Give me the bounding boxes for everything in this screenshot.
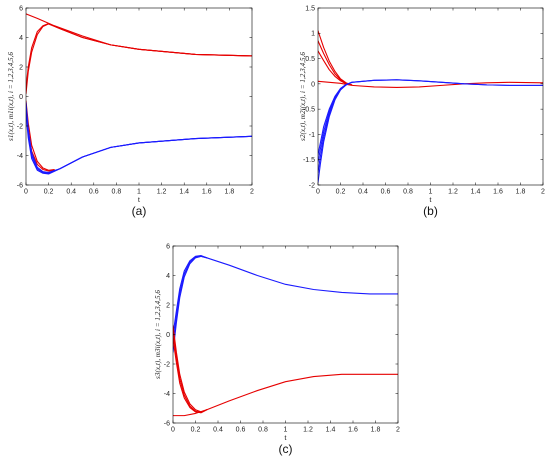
x-tick-label: 0.8 [112, 189, 122, 196]
y-tick-label: -1 [309, 132, 315, 139]
panel-a: 0 0.2 0.4 0.6 0.8 1 1.2 1.4 1.6 1.8 2 -6 -4 -2 0 2 4 6 t s1… [7, 5, 254, 218]
series-line-7 [26, 107, 252, 174]
x-tick-label: 0.6 [89, 189, 99, 196]
x-tick-label: 2 [541, 189, 545, 196]
series-line-1 [173, 255, 398, 353]
x-tick-label: 1.4 [326, 427, 336, 434]
y-tick-label: -2 [17, 123, 23, 130]
series-line-4 [173, 373, 398, 417]
y-tick-label: 6 [19, 5, 23, 12]
x-tick-label: 1.2 [448, 189, 458, 196]
x-tick-label: 0.2 [44, 189, 54, 196]
panel-caption: (a) [132, 204, 147, 218]
y-tick-label: -4 [164, 391, 170, 398]
y-tick-label: 2 [166, 302, 170, 309]
series-group [318, 30, 543, 184]
y-tick-label: -0.5 [303, 107, 315, 114]
axes-frame [317, 7, 544, 186]
series-group [26, 13, 252, 175]
axes-frame [25, 7, 253, 186]
series-line-3 [173, 255, 208, 336]
axes-frame [172, 245, 399, 424]
y-tick-label: 1 [311, 31, 315, 38]
x-tick-label: 1.2 [303, 427, 313, 434]
y-axis-label: s2(x,t), m2i(x,t), i = 1,2,3,4,5,6 [299, 52, 307, 141]
panel-caption: (b) [423, 204, 438, 218]
x-tick-label: 1.4 [471, 189, 481, 196]
x-tick-label: 0.6 [236, 427, 246, 434]
series-line-6 [318, 79, 543, 173]
y-axis-label: s1(x,t), m1i(x,t), i = 1,2,3,4,5,6 [7, 52, 15, 141]
series-line-8 [26, 113, 252, 175]
panel-c: 0 0.2 0.4 0.6 0.8 1 1.2 1.4 1.6 1.8 2 -6 -4 -2 0 2 4 6 t s3… [154, 243, 400, 456]
x-tick-label: 1 [284, 427, 288, 434]
y-tick-label: 0 [311, 81, 315, 88]
x-tick-label: 0.8 [403, 189, 413, 196]
x-axis-label: t [138, 195, 141, 204]
x-tick-label: 0.6 [381, 189, 391, 196]
y-tick-label: 6 [166, 243, 170, 250]
y-tick-label: -6 [17, 182, 23, 189]
x-tick-label: 1 [137, 189, 141, 196]
y-tick-label: 4 [166, 273, 170, 280]
x-tick-label: 2 [396, 427, 400, 434]
y-tick-label: 0.5 [305, 56, 315, 63]
x-axis-label: t [429, 195, 432, 204]
x-tick-label: 1.2 [157, 189, 167, 196]
x-tick-label: 1.6 [202, 189, 212, 196]
y-tick-label: 0 [166, 332, 170, 339]
x-tick-label: 0.2 [336, 189, 346, 196]
x-axis-label: t [284, 433, 287, 442]
y-tick-label: 2 [19, 64, 23, 71]
y-tick-label: 4 [19, 35, 23, 42]
x-tick-label: 0.4 [358, 189, 368, 196]
series-line-7 [318, 81, 353, 163]
x-tick-label: 1.6 [493, 189, 503, 196]
y-tick-label: -4 [17, 153, 23, 160]
x-tick-label: 0.8 [258, 427, 268, 434]
y-axis-label: s3(x,t), m3i(x,t), i = 1,2,3,4,5,6 [154, 290, 162, 379]
x-tick-label: 0 [316, 189, 320, 196]
series-line-7 [173, 338, 208, 414]
y-tick-label: -2 [309, 182, 315, 189]
x-tick-label: 0.2 [191, 427, 201, 434]
y-tick-label: -6 [164, 420, 170, 427]
y-tick-label: 0 [19, 94, 23, 101]
series-line-5 [318, 79, 543, 184]
panel-caption: (c) [279, 442, 293, 456]
series-line-4 [26, 100, 55, 171]
series-line-3 [26, 23, 252, 95]
y-tick-label: -2 [164, 361, 170, 368]
series-line-5 [173, 325, 208, 413]
x-tick-label: 2 [250, 189, 254, 196]
series-line-4 [318, 80, 543, 88]
x-tick-label: 1.6 [348, 427, 358, 434]
x-tick-label: 0 [24, 189, 28, 196]
series-line-3 [318, 50, 353, 86]
x-tick-label: 1.8 [225, 189, 235, 196]
panel-b: 0 0.2 0.4 0.6 0.8 1 1.2 1.4 1.6 1.8 2 -2 -1.5 -1 -0.5 0… [299, 5, 545, 218]
y-tick-label: -1.5 [303, 157, 315, 164]
series-line-8 [318, 81, 353, 156]
x-tick-label: 1.4 [179, 189, 189, 196]
series-line-2 [173, 255, 208, 344]
x-tick-label: 0.4 [66, 189, 76, 196]
x-tick-label: 1.8 [516, 189, 526, 196]
x-tick-label: 0 [171, 427, 175, 434]
x-tick-label: 1 [429, 189, 433, 196]
x-tick-label: 0.4 [213, 427, 223, 434]
x-tick-label: 1.8 [371, 427, 381, 434]
series-group [173, 255, 398, 417]
y-tick-label: 1.5 [305, 5, 315, 12]
